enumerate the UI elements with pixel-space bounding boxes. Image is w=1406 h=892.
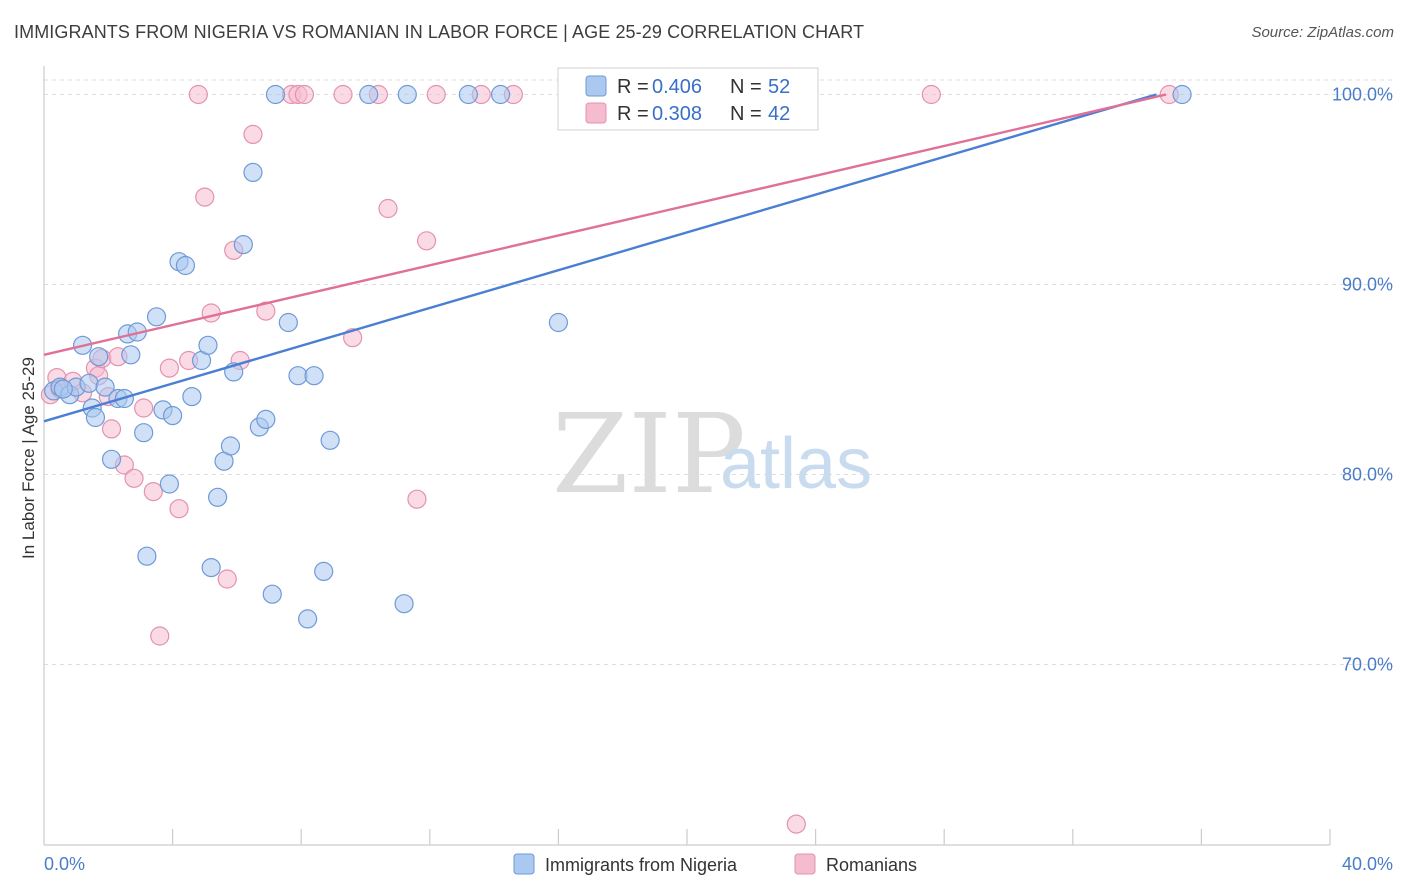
nigeria-point <box>243 162 263 182</box>
y-tick-label: 100.0% <box>1332 85 1393 105</box>
romanians-point <box>378 198 398 219</box>
y-tick-label: 80.0% <box>1342 465 1393 485</box>
bottom-legend-swatch-romanians <box>794 853 816 875</box>
chart-source: Source: ZipAtlas.com <box>1251 24 1394 41</box>
nigeria-point <box>458 84 478 105</box>
legend-r-value-romanians: 0.308 <box>652 103 702 125</box>
nigeria-point <box>89 347 109 367</box>
y-tick-label: 70.0% <box>1342 655 1393 675</box>
legend-n-value-romanians: 42 <box>768 103 790 125</box>
nigeria-point <box>288 366 308 386</box>
nigeria-point <box>121 345 141 365</box>
nigeria-point <box>394 594 414 614</box>
romanians-point <box>143 482 163 502</box>
nigeria-point <box>198 335 218 355</box>
nigeria-point <box>175 255 196 276</box>
romanians-point <box>243 124 263 144</box>
nigeria-point <box>159 474 179 494</box>
nigeria-point <box>95 377 115 397</box>
trend-lines <box>43 93 1167 423</box>
nigeria-point <box>265 84 286 105</box>
watermark: ZIP atlas <box>552 390 872 518</box>
legend-n-label-nigeria: N = <box>730 76 762 98</box>
nigeria-point <box>490 84 511 105</box>
romanians-trend-line <box>43 93 1167 356</box>
nigeria-point <box>208 487 228 507</box>
legend-n-value-nigeria: 52 <box>768 76 790 98</box>
romanians-point <box>201 303 221 323</box>
romanians-point <box>101 419 122 439</box>
nigeria-points <box>44 84 1192 629</box>
legend-r-value-nigeria: 0.406 <box>652 76 702 98</box>
romanians-point <box>217 569 237 589</box>
nigeria-point <box>278 312 298 333</box>
nigeria-point <box>101 449 122 469</box>
nigeria-point <box>53 379 73 399</box>
romanians-point <box>416 231 437 251</box>
nigeria-point <box>359 84 379 105</box>
romanians-point <box>150 626 170 646</box>
watermark-zip: ZIP <box>552 390 746 518</box>
nigeria-point <box>233 235 253 255</box>
romanians-point <box>921 84 941 105</box>
nigeria-point <box>256 409 276 429</box>
romanians-point <box>188 84 208 105</box>
y-tick-label: 90.0% <box>1342 275 1393 295</box>
legend-swatch-nigeria <box>585 75 607 97</box>
nigeria-trend-line <box>43 93 1157 423</box>
romanians-point <box>124 468 144 488</box>
nigeria-point <box>314 561 334 582</box>
y-axis-label: In Labor Force | Age 25-29 <box>19 357 38 559</box>
nigeria-point <box>201 557 221 578</box>
legend-r-label-nigeria: R = <box>617 76 649 98</box>
romanians-point <box>294 84 315 105</box>
watermark-atlas: atlas <box>720 424 872 504</box>
x-tick-label-max: 40.0% <box>1342 854 1393 874</box>
legend-top: R = 0.406 N = 52 R = 0.308 N = 42 <box>557 67 819 131</box>
chart-title: IMMIGRANTS FROM NIGERIA VS ROMANIAN IN L… <box>14 22 865 42</box>
legend-r-label-romanians: R = <box>617 103 649 125</box>
y-axis-tick-labels: 70.0% 80.0% 90.0% 100.0% <box>1332 85 1393 675</box>
nigeria-point <box>304 366 324 386</box>
nigeria-point <box>397 84 417 105</box>
nigeria-point <box>220 436 241 456</box>
bottom-legend-label-nigeria: Immigrants from Nigeria <box>545 855 738 875</box>
nigeria-point <box>146 307 167 327</box>
nigeria-point <box>134 423 154 443</box>
nigeria-point <box>298 609 318 629</box>
legend-bottom: Immigrants from Nigeria Romanians <box>513 853 917 875</box>
nigeria-point <box>548 312 569 333</box>
romanians-point <box>159 358 179 378</box>
romanians-point <box>426 84 446 105</box>
nigeria-point <box>79 373 99 393</box>
bottom-legend-label-romanians: Romanians <box>826 855 917 875</box>
romanians-point <box>256 301 276 321</box>
x-axis-ticks <box>172 829 1331 845</box>
romanians-point <box>407 489 427 509</box>
romanians-point <box>134 398 154 418</box>
nigeria-point <box>320 430 340 450</box>
bottom-legend-swatch-nigeria <box>513 853 535 875</box>
romanians-point <box>786 814 806 834</box>
romanians-point <box>195 187 215 207</box>
legend-n-label-romanians: N = <box>730 103 762 125</box>
nigeria-point <box>137 546 157 566</box>
legend-swatch-romanians <box>585 102 607 124</box>
nigeria-point <box>182 387 202 407</box>
nigeria-point <box>1172 84 1192 105</box>
x-tick-label-min: 0.0% <box>44 854 85 874</box>
nigeria-point <box>85 407 106 428</box>
nigeria-point <box>262 584 282 604</box>
romanians-point <box>169 499 189 519</box>
romanians-point <box>333 84 353 105</box>
romanians-point <box>343 328 363 348</box>
nigeria-point <box>163 406 183 426</box>
